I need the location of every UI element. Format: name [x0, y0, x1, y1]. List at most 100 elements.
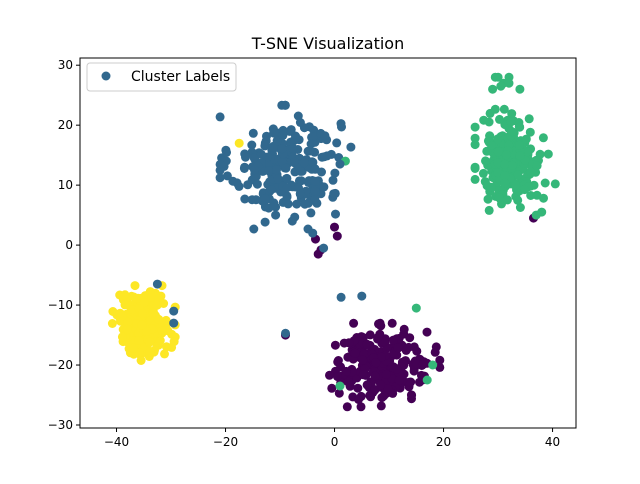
- data-point: [550, 179, 560, 189]
- data-point: [387, 318, 397, 328]
- legend-label: Cluster Labels: [131, 69, 230, 85]
- data-point: [493, 147, 503, 157]
- x-tick-label: −20: [213, 435, 238, 449]
- data-point: [377, 393, 387, 403]
- data-point: [167, 329, 177, 339]
- data-point: [331, 209, 340, 219]
- data-point: [422, 375, 432, 385]
- data-point: [376, 352, 386, 362]
- data-point: [515, 122, 525, 132]
- data-point: [500, 159, 510, 169]
- data-point: [483, 194, 493, 204]
- data-point: [479, 115, 489, 125]
- data-point: [282, 183, 292, 193]
- data-point: [120, 300, 130, 310]
- data-point: [325, 370, 334, 380]
- data-point: [538, 133, 548, 143]
- data-point: [108, 307, 118, 316]
- data-point: [288, 143, 298, 153]
- data-point: [320, 131, 330, 141]
- y-tick-label: −30: [48, 418, 73, 432]
- data-point: [500, 178, 510, 188]
- data-point: [504, 78, 514, 88]
- data-point: [310, 176, 320, 186]
- data-point: [332, 231, 342, 241]
- data-point: [145, 347, 155, 357]
- data-point: [281, 328, 290, 338]
- data-point: [374, 319, 383, 329]
- data-point: [145, 337, 155, 347]
- data-point: [484, 205, 494, 215]
- data-point: [470, 133, 480, 143]
- data-point: [157, 326, 167, 336]
- data-point: [256, 149, 266, 159]
- data-point: [160, 349, 169, 359]
- data-point: [306, 139, 316, 149]
- data-point: [343, 377, 353, 387]
- data-point: [262, 131, 271, 141]
- data-point: [241, 152, 250, 162]
- data-point: [281, 163, 291, 173]
- data-point: [319, 182, 329, 192]
- data-point: [349, 318, 359, 328]
- data-point: [326, 149, 336, 159]
- legend-frame: [86, 62, 237, 92]
- data-point: [222, 148, 231, 157]
- data-point: [269, 128, 279, 138]
- data-point: [358, 355, 368, 365]
- data-point: [435, 355, 445, 365]
- data-point: [353, 383, 363, 393]
- data-point: [247, 140, 257, 150]
- data-point: [161, 315, 171, 325]
- data-point: [215, 173, 225, 183]
- data-point: [264, 203, 274, 213]
- data-point: [515, 84, 525, 94]
- data-point: [282, 173, 292, 183]
- data-point: [336, 362, 346, 372]
- data-point: [490, 72, 500, 82]
- data-point: [310, 186, 320, 196]
- data-point: [139, 298, 149, 308]
- y-tick-label: 10: [58, 178, 73, 192]
- data-point: [481, 156, 490, 166]
- data-point: [507, 109, 517, 119]
- data-point: [511, 180, 521, 190]
- data-point: [394, 375, 404, 385]
- data-point: [388, 335, 398, 345]
- data-point: [310, 194, 320, 204]
- data-point: [495, 114, 504, 124]
- data-point: [357, 291, 367, 301]
- data-point: [365, 330, 375, 340]
- data-point: [470, 162, 480, 172]
- data-point: [418, 360, 428, 369]
- data-point: [513, 170, 523, 180]
- data-point: [264, 166, 274, 176]
- data-point: [278, 130, 288, 140]
- data-point: [272, 136, 282, 146]
- y-tick-label: −20: [48, 358, 73, 372]
- data-point: [152, 300, 162, 310]
- data-point: [524, 114, 534, 124]
- data-point: [260, 217, 270, 227]
- data-point: [350, 348, 360, 358]
- data-point: [123, 317, 133, 327]
- data-point: [515, 203, 525, 212]
- data-point: [308, 132, 318, 142]
- data-point: [134, 336, 144, 345]
- data-point: [371, 358, 381, 368]
- data-point: [290, 157, 299, 167]
- data-point: [129, 343, 138, 353]
- data-point: [130, 281, 140, 291]
- data-point: [292, 199, 302, 209]
- data-point: [271, 202, 281, 212]
- data-point: [381, 369, 391, 379]
- data-point: [234, 181, 244, 191]
- data-point: [540, 178, 550, 188]
- data-point: [120, 290, 130, 300]
- data-point: [493, 158, 503, 168]
- data-point: [287, 216, 297, 226]
- data-point: [243, 180, 253, 190]
- data-point: [428, 360, 438, 370]
- data-point: [169, 337, 179, 347]
